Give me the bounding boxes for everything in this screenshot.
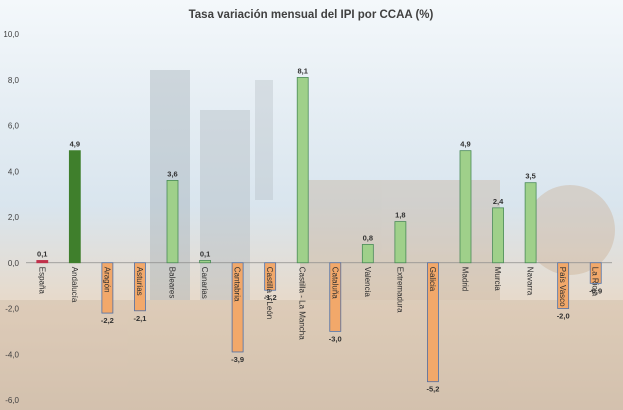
y-tick-label: 6,0 <box>8 122 20 131</box>
category-labels: España Andalucía Aragón Asturias Baleares Can… <box>37 267 599 340</box>
bar <box>231 262 244 353</box>
bar <box>166 179 179 264</box>
y-tick-label: -2,0 <box>5 305 19 314</box>
category-label: Cantabria <box>233 267 242 302</box>
bar <box>296 77 309 264</box>
background-tower <box>200 110 250 410</box>
background-tower <box>255 80 273 200</box>
bar <box>459 150 472 264</box>
bar <box>134 262 146 312</box>
value-label: 1,8 <box>395 211 405 220</box>
category-label: Galicia <box>428 267 437 292</box>
bar <box>199 260 211 264</box>
y-axis: 10,0 8,0 6,0 4,0 2,0 0,0 -2,0 -4,0 -6,0 <box>3 30 19 405</box>
category-label: Canarias <box>200 267 209 299</box>
value-label: 8,1 <box>298 66 308 75</box>
category-label: Aragón <box>102 267 111 293</box>
bar <box>427 262 439 383</box>
y-tick-label: -6,0 <box>5 396 19 405</box>
value-label: 3,5 <box>525 172 535 181</box>
background-tank <box>525 185 615 275</box>
category-label: Navarra <box>526 267 535 296</box>
bar <box>492 207 504 264</box>
value-label: 2,4 <box>493 197 504 206</box>
value-label: -5,2 <box>426 385 439 394</box>
value-label: 3,6 <box>167 169 177 178</box>
bar <box>329 262 342 332</box>
bar <box>264 262 277 291</box>
value-label: 0,1 <box>200 249 210 258</box>
value-label: -2,1 <box>133 314 146 323</box>
category-label: Baleares <box>168 267 177 299</box>
bar <box>68 150 81 264</box>
category-label: España <box>37 267 46 295</box>
category-label: Asturias <box>135 267 144 296</box>
bar <box>361 244 374 264</box>
value-label: -1,2 <box>264 293 277 302</box>
bar <box>589 262 602 284</box>
category-label: Valencia <box>363 267 372 298</box>
bars-group <box>36 77 602 383</box>
bar <box>36 260 49 264</box>
category-label: Murcia <box>493 267 502 292</box>
category-label: Castilla - La Mancha <box>298 267 307 340</box>
value-label: 0,1 <box>37 249 47 258</box>
y-tick-label: 2,0 <box>8 213 20 222</box>
category-label: La Rioja <box>591 267 600 297</box>
category-label: País Vasco <box>558 267 567 307</box>
category-label: Andalucía <box>70 267 79 303</box>
value-label: 4,9 <box>460 140 470 149</box>
value-label: 0,8 <box>363 233 373 242</box>
value-label: -2,2 <box>101 316 114 325</box>
value-label: -2,0 <box>557 312 570 321</box>
category-label: Madrid <box>461 267 470 291</box>
value-label: -3,0 <box>329 334 342 343</box>
y-tick-label: -4,0 <box>5 350 19 359</box>
bar <box>524 182 537 264</box>
chart-title: Tasa variación mensual del IPI por CCAA … <box>189 9 434 21</box>
value-label: -3,9 <box>231 355 244 364</box>
value-label: -0,9 <box>589 286 602 295</box>
y-tick-label: 10,0 <box>3 30 19 39</box>
value-label: 4,9 <box>70 140 80 149</box>
category-label: Extremadura <box>395 267 404 313</box>
value-labels: 0,1 4,9 -2,2 -2,1 3,6 0,1 -3,9 -1,2 8,1 -3,0 0,8 1,… <box>37 66 602 393</box>
category-label: Castilla y León <box>265 267 274 319</box>
bar <box>394 221 407 264</box>
bar <box>557 262 570 309</box>
y-tick-label: 4,0 <box>8 167 20 176</box>
background-structure <box>0 300 623 410</box>
category-label: Cataluña <box>330 267 339 300</box>
y-tick-label: 0,0 <box>8 259 20 268</box>
bar <box>101 262 114 314</box>
y-tick-label: 8,0 <box>8 76 20 85</box>
